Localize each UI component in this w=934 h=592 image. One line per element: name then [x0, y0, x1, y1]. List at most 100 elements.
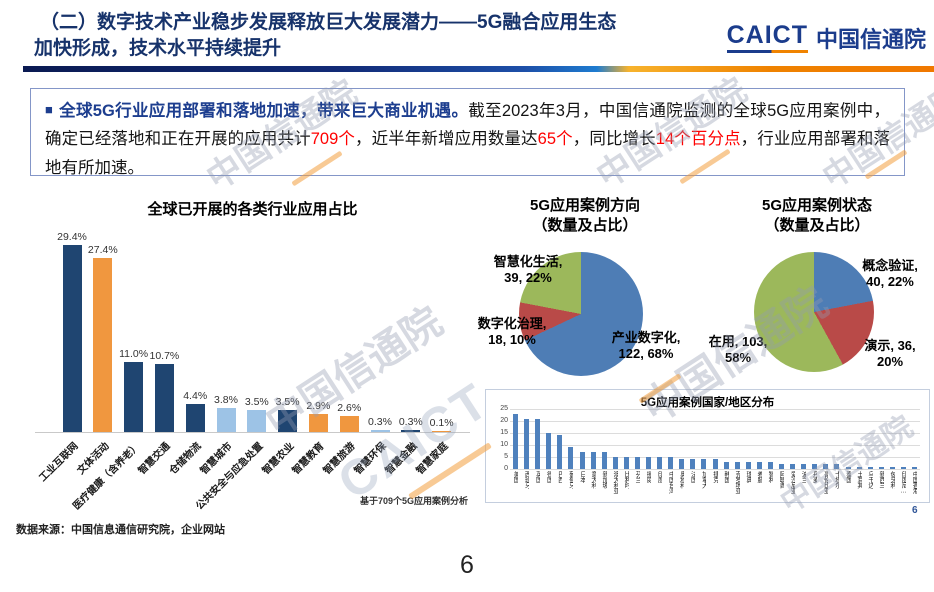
country-label: 乌干达 [866, 471, 873, 488]
country-label: 波兰 [800, 471, 807, 482]
country-bar [546, 433, 552, 469]
industry-bar [370, 430, 390, 432]
country-bar [690, 459, 696, 469]
highlight-seg1: 截至2023年3月，中国信通院监测的全球5G应用案例中，确定已经落地和正在开展的… [45, 102, 890, 149]
caict-logo-underline [726, 50, 808, 53]
caict-logo: CAICT 中国信通院 [726, 22, 926, 54]
country-bar [646, 457, 651, 469]
y-axis-tick: 0 [504, 465, 508, 472]
bullet-icon: ■ [45, 102, 54, 117]
country-bar [834, 464, 840, 469]
data-source: 数据来源：中国信息通信研究院，企业网站 [16, 524, 225, 536]
country-bar [712, 459, 718, 469]
country-bar [634, 457, 640, 469]
country-label: 印度尼… [899, 471, 906, 494]
country-label: 哥伦比亚 [822, 471, 829, 493]
industry-bar [185, 404, 205, 432]
country-label: 比利时 [622, 471, 629, 488]
country-bar-chart: 5G应用案例国家/地区分布 0 5 10 15 20 25 美国 西班牙 英国 德国 巴西 葡萄牙日… [485, 389, 930, 503]
country-bar [513, 413, 518, 469]
country-label: 匈牙利 [888, 471, 895, 488]
country-label: 希腊 [755, 471, 762, 482]
country-label: 法国 [689, 471, 696, 482]
country-label: 挪威 [645, 471, 651, 482]
country-label: 芬兰 [633, 471, 640, 482]
pie-status-title: 5G应用案例状态 （数量及占比） [761, 197, 872, 234]
pie-status-chart: 5G应用案例状态 （数量及占比） 概念验证, 40, 22% 演示, 36, 2… [702, 196, 932, 401]
industry-bar-value-label: 11.0% [119, 348, 149, 360]
industry-bar-value-label: 29.4% [57, 231, 87, 243]
industry-bar-value-label: 3.5% [275, 395, 300, 408]
country-label: 爱沙尼亚 [789, 471, 796, 493]
country-bar-chart-title: 5G应用案例国家/地区分布 [640, 397, 775, 409]
country-bar [723, 461, 729, 469]
caict-logo-chinese: 中国信通院 [815, 27, 926, 52]
pie-direction-chart: 5G应用案例方向 （数量及占比） 智慧化生活, 39, 22% 数字化治理, 1… [470, 196, 700, 401]
country-label: 中国香港 [911, 471, 917, 493]
country-bar [900, 466, 906, 469]
country-label: 瑞典 [744, 471, 751, 482]
country-bar [856, 466, 862, 469]
corner-page-number: 6 [912, 505, 918, 516]
country-bar [745, 461, 751, 469]
country-bar [845, 466, 851, 469]
industry-bar [216, 407, 236, 432]
country-label: 澳大利亚 [611, 471, 618, 493]
highlight-seg2: ，近半年新增应用数量达 [354, 130, 538, 149]
y-axis-tick: 5 [504, 453, 508, 460]
industry-bar [401, 430, 421, 432]
country-label: 智利 [766, 471, 773, 482]
industry-bar [93, 257, 113, 432]
country-bar [623, 457, 629, 469]
gridline [510, 421, 920, 422]
pie-label-concept: 概念验证, 40, 22% [862, 258, 918, 290]
country-bar [524, 418, 530, 469]
country-bar [557, 435, 563, 469]
industry-bar [62, 245, 82, 432]
page-title-line1: （二）数字技术产业稳步发展释放巨大发展潜力——5G融合应用生态 [40, 12, 617, 33]
country-bar-plot: 0 5 10 15 20 25 [500, 405, 920, 472]
country-label: 美国 [512, 471, 518, 482]
country-bar [867, 466, 873, 469]
highlight-seg4: ，行业应用部署和落地有所加速。 [45, 130, 891, 177]
country-bar [679, 459, 685, 469]
pie-direction-title: 5G应用案例方向 （数量及占比） [529, 197, 640, 234]
industry-bar-xlabels: 工业互联网 文体活动 医疗健康（含养老） 智慧交通 仓储物流 智慧城市 公共安全与应急处置智… [37, 440, 451, 513]
country-label: 克罗地亚 [733, 471, 740, 493]
country-bar [756, 461, 762, 469]
industry-bar [247, 409, 267, 432]
industry-bar-value-label: 4.4% [183, 390, 208, 402]
industry-bar-value-label: 3.5% [244, 395, 269, 408]
highlight-red1: 709个 [310, 130, 355, 149]
country-bar [579, 452, 585, 469]
country-bar [668, 457, 674, 469]
pie-label-industry-digital: 产业数字化, 122, 68% [611, 330, 681, 362]
gridline [510, 445, 920, 446]
industry-bar-value-label: 3.8% [214, 393, 238, 406]
country-label: 卡塔尔 [833, 471, 840, 488]
country-bar [790, 464, 796, 469]
country-bar [612, 457, 618, 469]
pie-label-demo: 演示, 36, 20% [864, 338, 916, 370]
highlight-seg3: ，同比增长 [572, 130, 656, 149]
industry-bar-note: 基于709个5G应用案例分析 [359, 496, 468, 506]
industry-bar-chart: 全球已开展的各类行业应用占比 29.4% 27.4% 11.0% 10.7% 4.4% 3… [35, 198, 470, 528]
caict-logo-text: CAICT [726, 23, 808, 53]
country-bar [568, 447, 574, 469]
country-label: 泰国 [844, 471, 851, 482]
industry-bar-value-label: 10.7% [149, 349, 180, 362]
gridline [510, 433, 920, 434]
country-label: 意大利 [589, 471, 596, 488]
country-bar-xlabels: 美国 西班牙 英国 德国 巴西 葡萄牙 日本 意大利 新加坡 澳大利亚 比利时 芬兰 挪威 印度 中国台湾奥… [510, 471, 920, 503]
country-label: 巴西 [556, 471, 563, 482]
industry-bar [154, 363, 174, 432]
country-label: 英国 [534, 471, 541, 482]
country-label: 西班牙 [523, 471, 530, 488]
country-bar [767, 461, 773, 469]
country-label: 土耳其 [855, 471, 862, 488]
country-label: 捷克 [711, 471, 718, 482]
industry-bar-value-label: 2.6% [337, 401, 362, 414]
industry-bar-chart-title: 全球已开展的各类行业应用占比 [147, 201, 358, 218]
country-bar [823, 464, 829, 469]
